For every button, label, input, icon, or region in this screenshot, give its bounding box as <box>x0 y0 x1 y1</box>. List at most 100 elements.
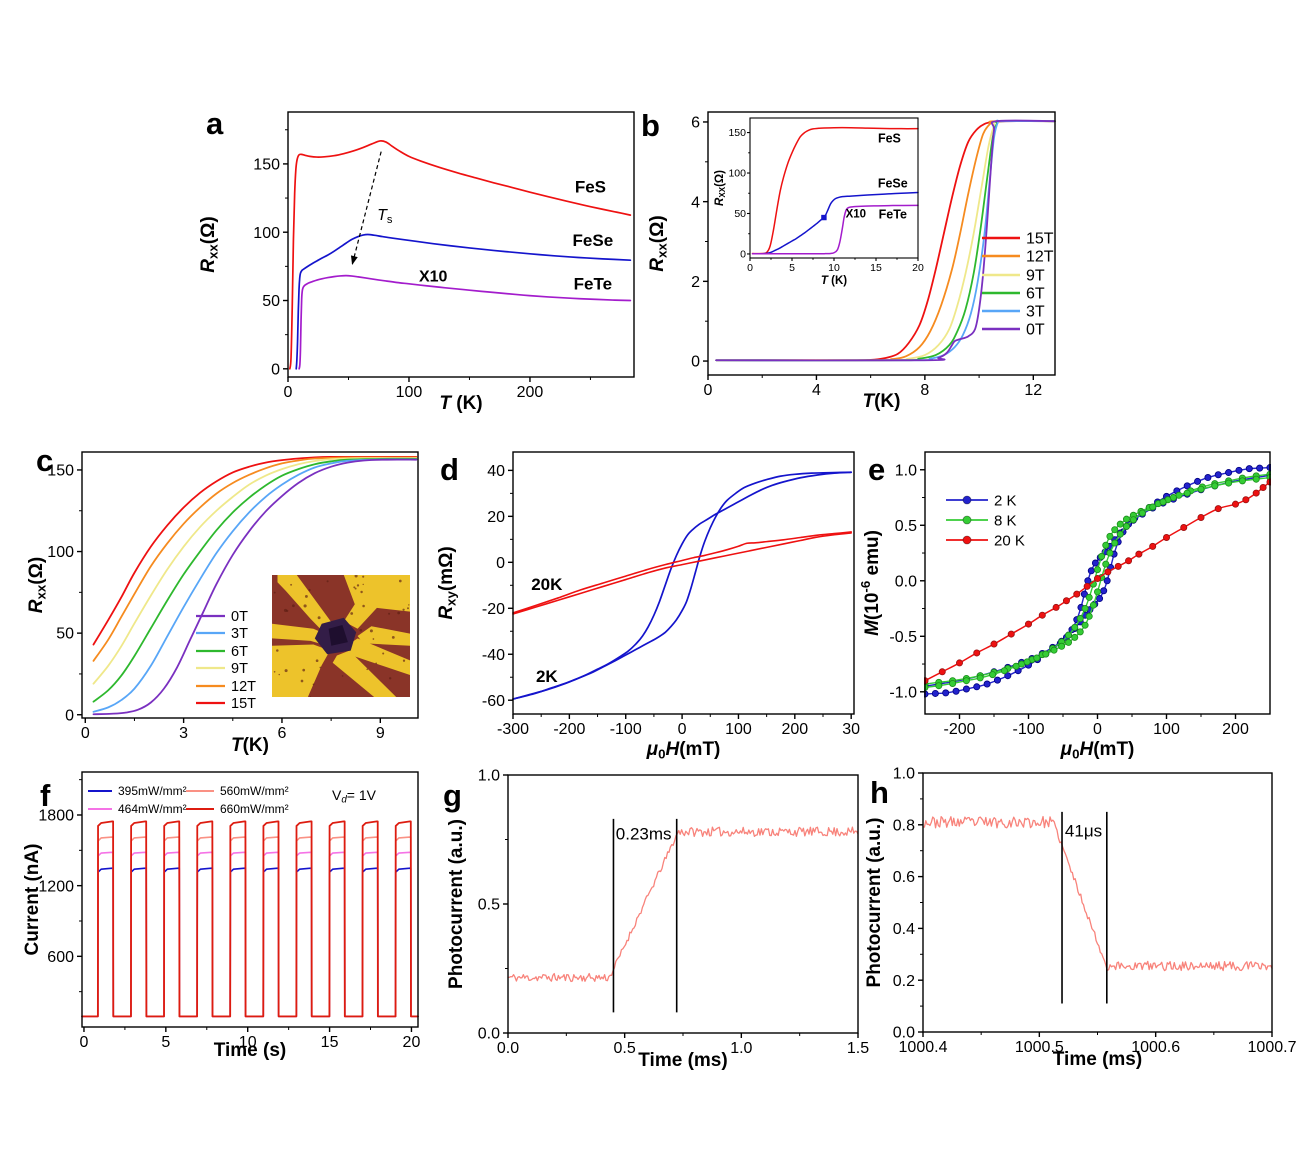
data-point <box>990 640 998 648</box>
data-point <box>1194 477 1202 485</box>
panel-g-ytick-label: 0.0 <box>478 1026 500 1043</box>
panel-g-xtick-label: 1.5 <box>847 1040 869 1057</box>
panel-a-ticks: 0 100 200 0 50 100 150 <box>253 129 591 401</box>
legend-entry-395mW/mm²: 395mW/mm² <box>88 784 187 798</box>
data-point <box>1114 562 1122 570</box>
speckle <box>276 649 279 652</box>
speckle <box>315 659 319 663</box>
legend-label: 660mW/mm² <box>220 802 289 816</box>
panel-f-ylabel: Current (nA) <box>22 844 43 956</box>
panel-e-xlabel: μ0H(mT) <box>1060 739 1135 761</box>
speckle <box>317 616 321 620</box>
data-point <box>1000 667 1008 675</box>
panel-c-series-15T <box>92 455 418 646</box>
data-point <box>1103 577 1111 585</box>
data-point <box>1065 638 1073 646</box>
data-point <box>1071 633 1079 641</box>
data-point <box>1135 550 1143 558</box>
speckle <box>391 635 395 639</box>
panel-a-xtick-label: 100 <box>396 384 423 401</box>
data-point <box>1096 595 1104 603</box>
panel-f-axes-frame <box>81 771 419 1028</box>
data-point <box>1242 496 1250 504</box>
data-point <box>1025 620 1033 628</box>
data-point <box>1106 532 1114 540</box>
data-point <box>956 659 964 667</box>
panel-d-axes-frame <box>512 451 855 715</box>
data-point <box>1197 485 1205 493</box>
panel-d-annotation: 20K <box>531 575 563 594</box>
speckle <box>350 612 354 615</box>
speckle <box>319 666 322 669</box>
panel-c-ytick-label: 100 <box>47 544 74 561</box>
speckle <box>369 629 373 633</box>
panel-b-inset-annotation: FeSe <box>878 177 908 191</box>
panel-c-ytick-label: 0 <box>65 707 74 724</box>
data-point <box>952 687 960 695</box>
panel-c-axes-frame <box>81 451 419 719</box>
panel-f-ytick-label: 1800 <box>38 808 74 825</box>
panel-e-ytick-label: 1.0 <box>895 462 917 479</box>
panel-a-series-FeTe <box>298 274 632 370</box>
data-point <box>1116 530 1124 538</box>
panel-c-xtick-label: 3 <box>179 725 188 742</box>
panel-d-series-20K-up <box>512 532 852 615</box>
data-point <box>1163 533 1171 541</box>
data-point <box>935 682 943 690</box>
panel-a-dashed-arrow <box>351 151 382 266</box>
panel-e-ytick-label: -1.0 <box>889 684 917 701</box>
panel-b-series-15T <box>715 120 1056 362</box>
speckle <box>359 628 363 632</box>
panel-e-axes-frame <box>924 451 1271 715</box>
panel-d-ytick-label: -60 <box>482 693 505 710</box>
panel-h-xlabel: Time (ms) <box>1053 1049 1142 1070</box>
panel-b-inset-xtick-label: 5 <box>789 262 795 274</box>
panel-g-axes-frame <box>507 774 859 1034</box>
gold-electrode <box>332 650 397 697</box>
data-point <box>1252 489 1260 497</box>
speckle <box>402 659 406 662</box>
panel-h-ytick-label: 0.0 <box>893 1025 915 1042</box>
legend-label: 3T <box>1026 304 1045 321</box>
legend-label: 6T <box>1026 286 1045 303</box>
data-point <box>989 671 997 679</box>
panel-e-plot-area <box>924 464 1271 698</box>
panel-a: 0 100 200 0 50 100 150 T (K) Rxx(Ω) FeS FeSe X10 FeT… <box>198 111 635 414</box>
panel-f: 0 5 10 15 20 600 1200 1800 Time (s) Current (nA) 3… <box>22 771 420 1061</box>
panel-b-ytick-label: 0 <box>691 354 700 371</box>
panel-f-series-395mW/mm2 <box>81 867 419 1018</box>
panel-c-xtick-label: 6 <box>278 725 287 742</box>
panel-b-xtick-label: 12 <box>1024 382 1042 399</box>
panel-h-ticks: 1000.4 1000.5 1000.6 1000.7 0.0 0.2 0.4 0.6 0.8 1… <box>893 766 1297 1056</box>
panel-h-ytick-label: 0.4 <box>893 921 915 938</box>
data-point <box>931 689 939 697</box>
data-point <box>1083 582 1091 590</box>
panel-g-series-rise-trace <box>507 826 859 983</box>
data-point <box>938 668 946 676</box>
panel-d-series-2K-up <box>512 471 853 700</box>
speckle <box>273 591 276 594</box>
data-point <box>962 677 970 685</box>
gold-electrode <box>272 644 330 697</box>
speckle <box>372 638 375 640</box>
data-point <box>1197 514 1205 522</box>
data-point <box>1094 566 1102 574</box>
panel-b-series-6T <box>715 120 1056 362</box>
speckle <box>362 604 365 608</box>
panel-b-inset-plot-area <box>751 126 919 255</box>
panel-d-ylabel: Rxy(mΩ) <box>436 546 458 619</box>
panel-g-ticks: 0.0 0.5 1.0 1.5 0.0 0.5 1.0 <box>478 768 869 1057</box>
panel-h-ytick-label: 0.8 <box>893 817 915 834</box>
panel-b-inset-ytick-label: 100 <box>728 168 746 180</box>
data-point <box>1052 603 1060 611</box>
panel-d-xtick-label: 100 <box>725 721 752 738</box>
speckle <box>303 604 307 608</box>
legend-entry-2 K: 2 K <box>946 492 1017 509</box>
panel-letter-d: d <box>440 452 459 487</box>
panel-b-inset-series-FeS <box>751 126 919 255</box>
panel-d-xlabel: μ0H(mT) <box>646 739 721 761</box>
panel-b-xtick-label: 4 <box>812 382 821 399</box>
panel-letter-b: b <box>641 108 660 143</box>
speckle <box>309 696 312 697</box>
panel-b-series-3T <box>715 119 1056 362</box>
